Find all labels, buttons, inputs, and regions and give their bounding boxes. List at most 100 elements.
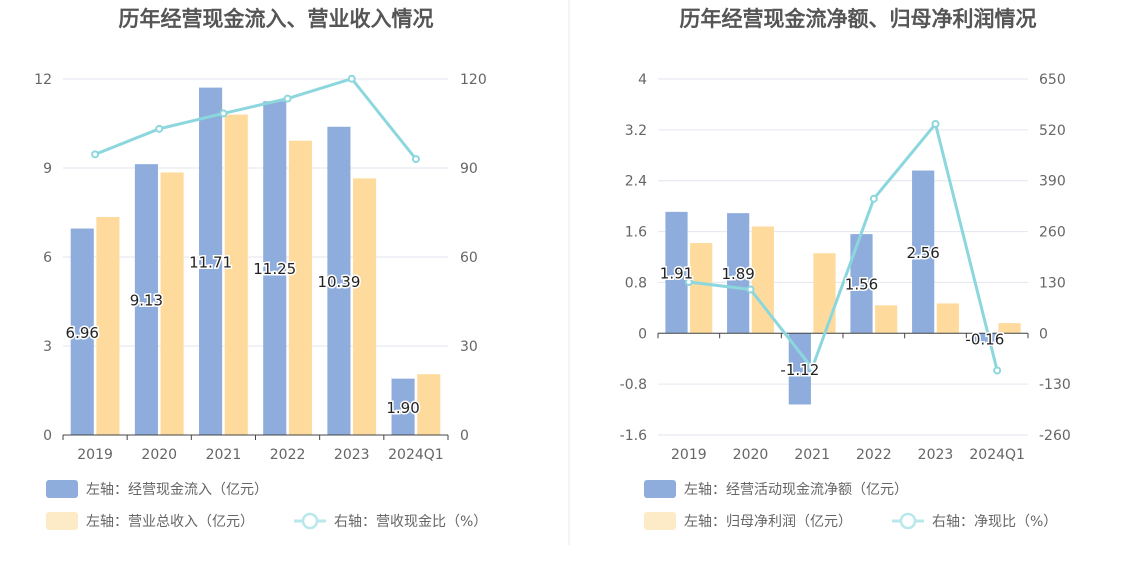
left-chart-legend-marker-icon <box>301 512 319 530</box>
left-chart-bar-secondary <box>224 114 248 435</box>
left-chart-legend-swatch-primary <box>46 480 78 498</box>
right-chart-legend-swatch-secondary <box>644 512 676 530</box>
left-chart-bar-secondary <box>96 216 120 435</box>
right-chart-bar-secondary <box>813 253 836 334</box>
left-chart-legend-item[interactable]: 左轴：经营现金流入（亿元） <box>46 480 268 498</box>
right-chart-left-tick-label: -1.6 <box>620 428 647 444</box>
left-chart-left-tick-label: 3 <box>43 339 52 355</box>
right-chart-legend-swatch-primary <box>644 480 676 498</box>
left-chart-bar-primary <box>134 164 158 436</box>
right-chart-legend-label: 左轴：经营活动现金流净额（亿元） <box>684 482 908 498</box>
right-chart-left-tick-label: 0 <box>638 326 647 342</box>
left-chart-bar-primary <box>327 126 351 435</box>
left-chart-ratio-point <box>283 94 292 103</box>
right-chart-ratio-point <box>993 366 1002 375</box>
right-chart-data-label: -1.12 <box>780 361 819 379</box>
left-chart-ratio-point <box>219 109 228 118</box>
right-chart-data-label: -0.16 <box>965 330 1004 348</box>
left-chart-ratio-point <box>411 155 420 164</box>
right-chart-category-label: 2020 <box>733 447 769 463</box>
left-chart-legend-label: 左轴：经营现金流入（亿元） <box>86 482 268 498</box>
right-chart-ratio-point <box>684 278 693 287</box>
right-chart-bar-secondary <box>936 303 959 334</box>
left-chart-legend-item[interactable]: 左轴：营业总收入（亿元） <box>46 512 254 530</box>
left-chart-title: 历年经营现金流入、营业收入情况 <box>119 7 434 31</box>
left-chart-left-tick-label: 12 <box>34 72 52 88</box>
left-chart-left-tick-label: 6 <box>43 250 52 266</box>
right-chart-data-label: 1.56 <box>845 276 878 294</box>
right-chart-left-tick-label: 1.6 <box>625 225 647 241</box>
left-chart-ratio-line <box>94 76 418 161</box>
left-chart-legend-swatch-secondary <box>46 512 78 530</box>
right-chart-left-tick-label: 3.2 <box>625 123 647 139</box>
left-chart-data-label: 10.39 <box>317 273 360 291</box>
right-chart-legend-label: 右轴：净现比（%） <box>932 514 1057 530</box>
left-chart-bar-secondary <box>353 178 377 435</box>
left-chart-bar-primary <box>391 378 415 435</box>
left-chart-category-label: 2022 <box>270 447 306 463</box>
left-chart-data-label: 9.13 <box>130 292 163 310</box>
left-chart-data-label: 11.71 <box>189 253 232 271</box>
right-chart: 历年经营现金流净额、归母净利润情况 -1.6 -0.8 0 0.8 1.6 2.4 3.2 4 -… <box>620 7 1071 530</box>
right-chart-bar-secondary <box>751 226 774 334</box>
right-chart-right-tick-label: 520 <box>1039 123 1066 139</box>
right-chart-left-tick-label: 0.8 <box>625 275 647 291</box>
right-chart-ratio-point <box>746 285 755 294</box>
right-chart-bar-primary <box>850 234 873 334</box>
right-chart-ratio-point <box>931 119 940 128</box>
left-chart-legend-label: 左轴：营业总收入（亿元） <box>86 514 254 530</box>
right-chart-right-tick-label: 650 <box>1039 72 1066 88</box>
right-chart-category-label: 2023 <box>918 447 954 463</box>
right-chart-category-label: 2022 <box>856 447 892 463</box>
right-chart-legend-label: 左轴：归母净利润（亿元） <box>684 513 852 530</box>
right-chart-right-tick-label: 130 <box>1039 275 1066 291</box>
right-chart-category-label: 2019 <box>671 447 707 463</box>
left-chart-right-tick-label: 90 <box>460 161 478 177</box>
right-chart-right-tick-label: 260 <box>1039 225 1066 241</box>
right-chart-legend-marker-icon <box>899 512 917 530</box>
left-chart-ratio-point <box>347 74 356 83</box>
left-chart-category-label: 2019 <box>77 447 113 463</box>
left-chart-right-tick-label: 120 <box>460 72 487 88</box>
right-chart-data-label: 1.91 <box>660 265 693 283</box>
right-chart-bar-primary <box>727 213 750 334</box>
right-chart-bar-primary <box>665 211 688 334</box>
left-chart-bar-secondary <box>417 374 441 435</box>
right-chart-ratio-line <box>688 120 999 372</box>
right-chart-category-label: 2024Q1 <box>969 447 1025 463</box>
left-chart-bar-primary <box>199 87 223 435</box>
right-chart-title: 历年经营现金流净额、归母净利润情况 <box>680 7 1037 31</box>
left-chart-legend-item[interactable]: 右轴：营收现金比（%） <box>294 512 487 530</box>
left-chart-ratio-point <box>155 124 164 133</box>
right-chart-data-label: 2.56 <box>906 244 939 262</box>
right-chart-legend-item[interactable]: 右轴：净现比（%） <box>892 512 1057 530</box>
left-chart-category-label: 2021 <box>206 447 242 463</box>
right-chart-bar-primary <box>788 333 811 405</box>
right-chart-legend-item[interactable]: 左轴：归母净利润（亿元） <box>644 512 852 530</box>
right-chart-bar-primary <box>973 333 996 344</box>
right-chart-bar-secondary <box>690 243 713 334</box>
left-chart-category-label: 2020 <box>141 447 177 463</box>
right-chart-legend-item[interactable]: 左轴：经营活动现金流净额（亿元） <box>644 480 908 498</box>
right-chart-category-label: 2021 <box>794 447 830 463</box>
left-chart-ratio-point <box>91 150 100 159</box>
right-chart-bar-primary <box>912 170 935 334</box>
right-chart-data-label: 1.89 <box>721 265 754 283</box>
right-chart-right-tick-label: 390 <box>1039 174 1066 190</box>
left-chart-category-label: 2023 <box>334 447 370 463</box>
left-chart-data-label: 1.90 <box>386 399 419 417</box>
left-chart-left-tick-label: 0 <box>43 428 52 444</box>
left-chart-bar-secondary <box>160 172 184 435</box>
right-chart-bar-secondary <box>875 305 898 334</box>
left-chart-bar-primary <box>70 228 94 435</box>
left-chart-bar-secondary <box>288 140 312 435</box>
right-chart-right-tick-label: -260 <box>1039 428 1071 444</box>
right-chart-left-tick-label: -0.8 <box>620 377 647 393</box>
right-chart-right-tick-label: -130 <box>1039 377 1071 393</box>
left-chart-right-tick-label: 30 <box>460 339 478 355</box>
left-chart-legend-label: 右轴：营收现金比（%） <box>334 514 487 530</box>
right-chart-left-tick-label: 4 <box>638 72 647 88</box>
